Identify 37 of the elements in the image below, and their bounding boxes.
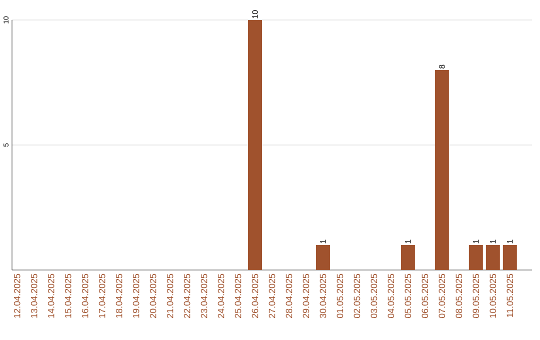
x-tick-label: 24.04.2025 [218, 274, 224, 318]
x-tick-label: 04.05.2025 [388, 274, 394, 318]
bar [486, 245, 500, 270]
bar [468, 245, 483, 270]
x-tick-label: 09.05.2025 [472, 274, 480, 318]
x-tick-label: 17.04.2025 [98, 274, 106, 318]
x-tick-label: 27.04.2025 [268, 274, 276, 318]
x-tick-label: 23.04.2025 [200, 274, 208, 318]
x-tick-label: 10.05.2025 [490, 274, 496, 318]
x-tick-label: 29.04.2025 [302, 274, 310, 318]
x-tick-label: 22.04.2025 [184, 274, 190, 318]
x-tick-label: 08.05.2025 [456, 274, 462, 318]
x-tick-label: 16.04.2025 [82, 274, 88, 318]
x-tick-label: 05.05.2025 [404, 274, 412, 318]
x-tick-label: 11.05.2025 [506, 274, 514, 318]
x-tick-label: 15.04.2025 [64, 274, 72, 318]
bar [400, 245, 415, 270]
x-tick-label: 30.04.2025 [320, 274, 326, 318]
bar [502, 245, 517, 270]
x-tick-label: 25.04.2025 [234, 274, 242, 318]
x-tick-label: 26.04.2025 [252, 274, 258, 318]
x-tick-label: 01.05.2025 [336, 274, 344, 318]
x-tick-label: 18.04.2025 [116, 274, 122, 318]
x-tick-label: 13.04.2025 [30, 274, 38, 318]
x-tick-label: 07.05.2025 [438, 274, 446, 318]
x-tick-label: 14.04.2025 [48, 274, 54, 318]
x-tick-label: 28.04.2025 [286, 274, 292, 318]
x-tick-label: 02.05.2025 [354, 274, 360, 318]
x-tick-label: 06.05.2025 [422, 274, 428, 318]
x-tick-label: 20.04.2025 [150, 274, 156, 318]
x-tick-label: 03.05.2025 [370, 274, 378, 318]
bar [316, 245, 330, 270]
bar [248, 20, 262, 270]
x-tick-label: 19.04.2025 [132, 274, 140, 318]
bar [434, 70, 449, 270]
x-tick-label: 12.04.2025 [14, 274, 20, 318]
x-tick-label: 21.04.2025 [166, 274, 174, 318]
